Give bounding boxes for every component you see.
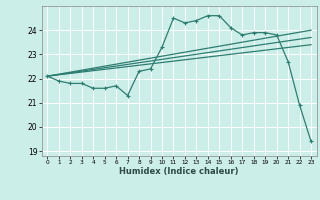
X-axis label: Humidex (Indice chaleur): Humidex (Indice chaleur): [119, 167, 239, 176]
